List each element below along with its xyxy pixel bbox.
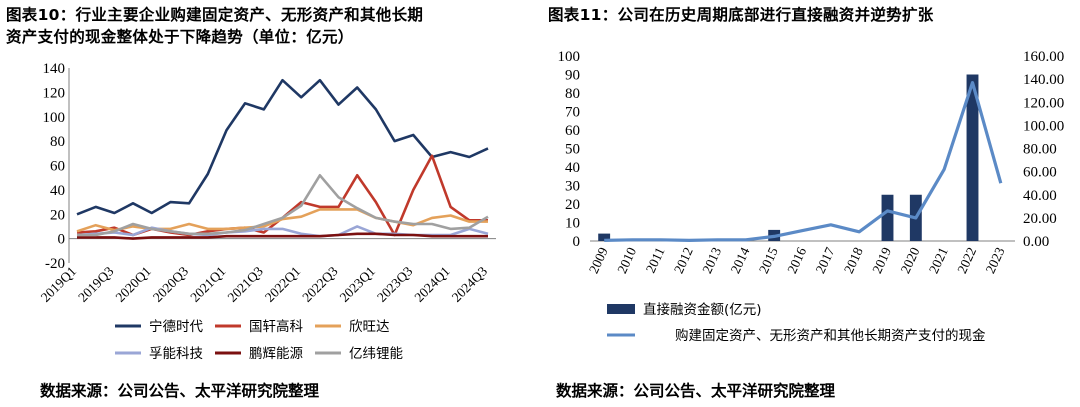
left-panel: 图表10：行业主要企业购建固定资产、无形资产和其他长期 资产支付的现金整体处于下… (6, 6, 496, 400)
right-y-tick-label: 20.00 (1023, 211, 1057, 227)
legend-label: 国轩高科 (249, 318, 303, 335)
right-y-tick-label: 80.00 (1023, 142, 1057, 158)
left-chart-title-line1: 图表10：行业主要企业购建固定资产、无形资产和其他长期 (6, 6, 424, 24)
series-line-鹏辉能源 (77, 232, 488, 240)
x-tick-label: 2021 (926, 245, 951, 276)
capex-line (604, 80, 1003, 242)
legend-label: 孚能科技 (149, 346, 203, 362)
legend-label-bar: 直接融资金额(亿元) (643, 301, 762, 318)
right-y-tick-label: 100.00 (1023, 118, 1064, 134)
left-y-tick-label: 40 (565, 160, 580, 176)
y-tick-label: 20 (50, 207, 65, 223)
y-tick-label: 40 (50, 183, 65, 199)
right-y-tick-label: 40.00 (1023, 188, 1057, 204)
x-tick-label: 2018 (841, 245, 866, 276)
bar-2009 (598, 233, 611, 241)
x-tick-label: 2020 (898, 245, 923, 276)
x-tick-label: 2023Q1 (337, 264, 378, 305)
left-y-tick-label: 10 (565, 216, 580, 232)
right-chart-title: 图表11：公司在历史周期底部进行直接融资并逆势扩张 (548, 6, 934, 24)
left-y-tick-label: 70 (565, 105, 580, 121)
left-y-tick-label: 30 (565, 179, 580, 195)
x-tick-label: 2011 (643, 245, 668, 275)
right-y-tick-label: 160.00 (1023, 49, 1064, 65)
right-y-tick-label: 140.00 (1023, 72, 1064, 88)
left-chart-title-line2: 资产支付的现金整体处于下降趋势（单位：亿元） (6, 28, 354, 46)
right-panel: 图表11：公司在历史周期底部进行直接融资并逆势扩张 0 10 20 30 40 50 60 7… (540, 0, 1080, 407)
left-source-note: 数据来源：公司公告、太平洋研究院整理 (40, 382, 320, 400)
x-tick-label: 2024Q1 (411, 264, 452, 305)
x-tick-label: 2016 (784, 245, 809, 276)
series-line-宁德时代 (76, 78, 489, 216)
right-y-tick-label: 120.00 (1023, 95, 1064, 111)
x-tick-label: 2021Q3 (225, 263, 267, 305)
y-tick-label: 0 (58, 232, 66, 248)
legend-label: 鹏辉能源 (249, 346, 303, 362)
left-y-tick-label: 100 (558, 49, 581, 65)
series-line-亿纬锂能 (77, 174, 489, 237)
x-tick-label: 2020Q1 (112, 264, 153, 305)
y-tick-label: 100 (43, 110, 66, 126)
legend-label: 宁德时代 (149, 318, 203, 335)
x-tick-label: 2015 (756, 245, 781, 276)
x-tick-label: 2023Q3 (374, 263, 416, 305)
x-tick-label: 2017 (813, 245, 838, 276)
x-tick-label: 2022Q1 (262, 264, 303, 305)
x-tick-label: 2013 (699, 245, 724, 276)
x-tick-label: 2021Q1 (187, 264, 228, 305)
right-y-tick-label: 0.00 (1023, 234, 1049, 250)
y-tick-label: -20 (45, 256, 65, 272)
x-tick-label: 2019Q3 (75, 263, 117, 305)
x-tick-label: 2022 (954, 245, 979, 276)
right-source-note: 数据来源：公司公告、太平洋研究院整理 (556, 382, 836, 400)
left-y-tick-label: 20 (565, 197, 580, 213)
x-tick-label: 2012 (671, 245, 696, 276)
y-tick-label: 120 (43, 85, 66, 101)
legend-swatch-bar (607, 304, 635, 314)
legend-label: 欣旺达 (349, 319, 390, 335)
x-tick-label: 2009 (586, 245, 611, 276)
legend-label-line: 购建固定资产、无形资产和其他长期资产支付的现金 (675, 328, 986, 344)
right-y-tick-label: 60.00 (1023, 165, 1057, 181)
left-line-chart: -200204060801001201402019Q12019Q32020Q12… (38, 61, 496, 362)
bar-2019 (881, 194, 894, 241)
bar-2022 (966, 74, 979, 241)
x-tick-label: 2019 (869, 245, 894, 276)
y-tick-label: 60 (50, 159, 65, 175)
right-combo-chart: 0 10 20 30 40 50 60 70 80 90 100 0.00 20.00 40.00 60.0… (558, 49, 1065, 344)
y-tick-label: 80 (50, 134, 65, 150)
x-tick-label: 2022Q3 (299, 263, 341, 305)
left-y-tick-label: 90 (565, 68, 580, 84)
legend-label: 亿纬锂能 (349, 346, 403, 362)
y-tick-label: 140 (43, 61, 66, 77)
left-y-tick-label: 80 (565, 86, 580, 102)
x-tick-label: 2020Q3 (150, 263, 192, 305)
x-tick-label: 2010 (614, 245, 639, 276)
left-y-tick-label: 60 (565, 123, 580, 139)
x-tick-label: 2024Q3 (449, 263, 491, 305)
left-y-tick-label: 50 (565, 142, 580, 158)
left-y-tick-label: 0 (573, 234, 581, 250)
x-tick-label: 2023 (983, 245, 1008, 276)
x-tick-label: 2014 (728, 245, 753, 276)
